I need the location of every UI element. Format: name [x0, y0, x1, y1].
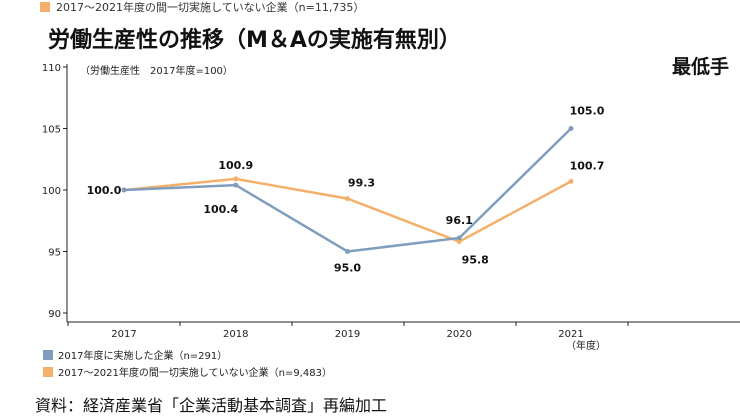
- top-cut-legend: 2017～2021年度の間一切実施していない企業（n=11,735）: [56, 0, 364, 14]
- legend-label-orange: 2017～2021年度の間一切実施していない企業（n=9,483）: [58, 366, 332, 379]
- data-label: 100.4: [203, 203, 238, 216]
- data-label: 96.1: [446, 214, 473, 227]
- x-tick-label: 2018: [223, 329, 248, 340]
- x-tick-label: 2017: [111, 329, 136, 340]
- data-point: [568, 178, 574, 184]
- data-label: 100.7: [570, 159, 605, 172]
- data-point: [568, 126, 574, 131]
- data-label: 100.9: [218, 159, 253, 172]
- data-label: 95.0: [334, 262, 361, 275]
- x-tick-label: 2019: [335, 329, 360, 340]
- legend-swatch-blue: [43, 350, 53, 360]
- y-tick-label: 105: [42, 125, 61, 136]
- data-label: 100.0: [87, 184, 122, 197]
- chart-title: 労働生産性の推移（M＆Aの実施有無別）: [48, 27, 461, 53]
- y-tick-label: 90: [48, 309, 61, 320]
- data-label: 99.3: [348, 177, 375, 190]
- x-tick-label: 2020: [447, 329, 472, 340]
- data-point: [456, 239, 462, 245]
- legend-swatch-orange: [43, 367, 53, 377]
- y-axis-label: （労働生産性 2017年度=100）: [80, 64, 233, 77]
- legend-swatch-top: [40, 2, 50, 12]
- legend-label-blue: 2017年度に実施した企業（n=291）: [58, 349, 227, 362]
- y-tick-label: 100: [42, 186, 61, 197]
- data-point: [456, 235, 462, 241]
- data-label: 105.0: [570, 105, 605, 118]
- data-point: [233, 176, 239, 182]
- data-label: 95.8: [462, 254, 489, 267]
- data-point: [233, 182, 239, 188]
- x-tick-label: 2021: [558, 329, 583, 340]
- right-cut-title: 最低手: [672, 55, 729, 78]
- y-tick-label: 95: [48, 248, 61, 259]
- x-unit: （年度）: [566, 339, 606, 352]
- y-tick-label: 110: [42, 63, 61, 74]
- source-note: 資料：経済産業省「企業活動基本調査」再編加工: [35, 396, 387, 415]
- data-point: [345, 196, 350, 202]
- data-point: [121, 187, 127, 193]
- series-line-0: [123, 127, 572, 253]
- data-point: [345, 249, 350, 254]
